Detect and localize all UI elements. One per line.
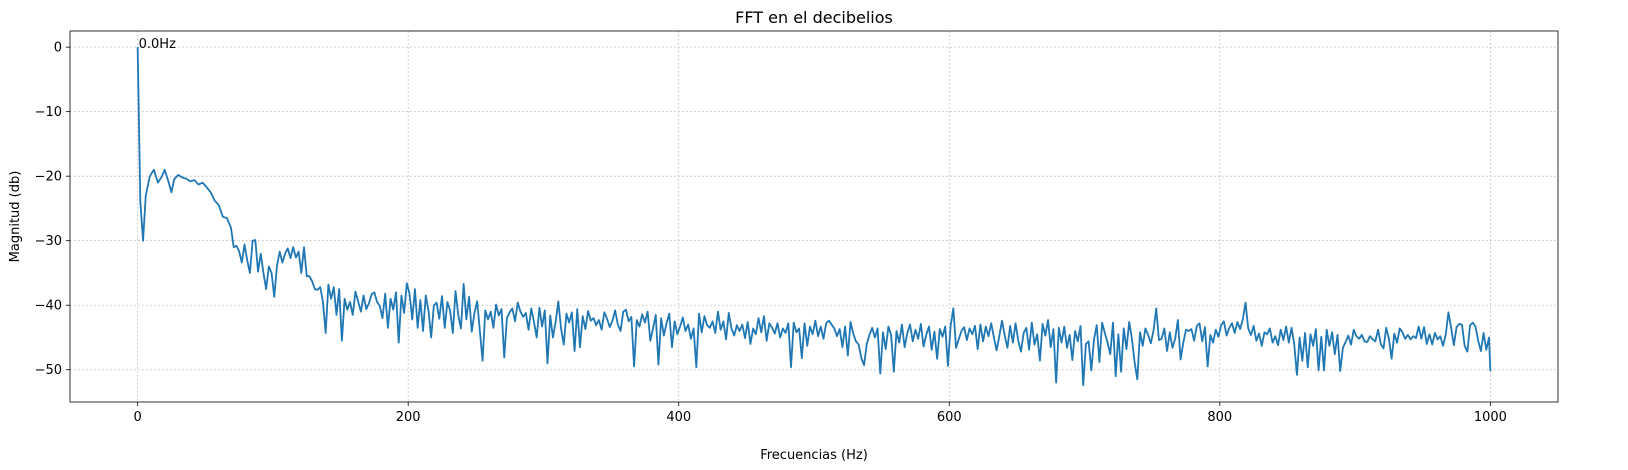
y-axis: 0 −10 −20 −30 −40 −50 xyxy=(35,41,70,378)
grid xyxy=(70,31,1558,402)
y-tick-label: −10 xyxy=(35,105,62,120)
x-axis: 0 200 400 600 800 1000 xyxy=(133,402,1507,425)
x-tick-label: 600 xyxy=(937,410,962,425)
x-tick-label: 0 xyxy=(133,410,141,425)
chart-title: FFT en el decibelios xyxy=(735,8,893,27)
x-tick-label: 200 xyxy=(396,410,421,425)
x-tick-label: 400 xyxy=(666,410,691,425)
y-tick-label: 0 xyxy=(54,41,62,56)
peak-annotation: 0.0Hz xyxy=(139,37,176,52)
x-tick-label: 1000 xyxy=(1474,410,1507,425)
x-tick-label: 800 xyxy=(1207,410,1232,425)
y-tick-label: −30 xyxy=(35,234,62,249)
x-axis-label: Frecuencias (Hz) xyxy=(760,448,868,463)
series-layer xyxy=(136,47,1492,387)
y-tick-label: −50 xyxy=(35,363,62,378)
y-axis-label: Magnitud (db) xyxy=(8,171,23,263)
y-tick-label: −40 xyxy=(35,299,62,314)
plot-frame xyxy=(69,30,1559,403)
y-tick-label: −20 xyxy=(35,170,62,185)
fft-magnitude-line xyxy=(136,47,1492,387)
